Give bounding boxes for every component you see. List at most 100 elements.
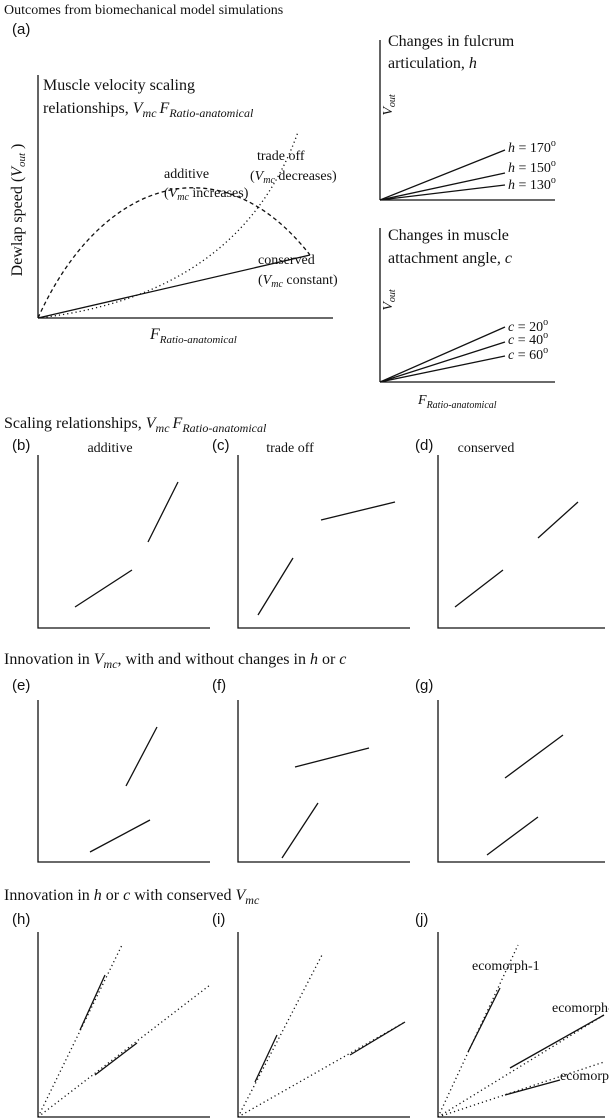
text-part: = 60 bbox=[514, 348, 543, 363]
title: articulation, h bbox=[388, 55, 477, 72]
title: Muscle velocity scaling bbox=[43, 77, 195, 94]
text-part: V bbox=[255, 169, 265, 184]
text-part: = 40 bbox=[514, 333, 543, 348]
text-part: Dewlap speed ( bbox=[9, 177, 26, 277]
text-part: h bbox=[94, 887, 102, 904]
y-label: Vout bbox=[381, 94, 398, 116]
text-part: constant) bbox=[283, 273, 338, 288]
label: (f) bbox=[212, 677, 226, 694]
curve-label: trade off bbox=[257, 149, 305, 164]
text-part: = 150 bbox=[515, 161, 551, 176]
panel-h: Changes in fulcrum articulation, h Vout … bbox=[379, 33, 556, 201]
label: (a) bbox=[12, 21, 30, 38]
text-part: F bbox=[417, 393, 427, 408]
text-part: Ratio-anatomical bbox=[159, 334, 237, 346]
text-part: F bbox=[159, 100, 170, 117]
x-label: FRatio-anatomical bbox=[149, 326, 237, 346]
label: (d) bbox=[415, 437, 433, 454]
label: (e) bbox=[12, 677, 30, 694]
line-label: h = 130o bbox=[508, 175, 556, 193]
panel-name: conserved bbox=[458, 441, 515, 456]
text-part: h bbox=[508, 161, 515, 176]
text-part: ( bbox=[164, 186, 169, 201]
text-part: o bbox=[551, 158, 556, 169]
text-part: = 170 bbox=[515, 141, 551, 156]
text-part: Ratio-anatomical bbox=[426, 400, 497, 411]
panel-c: Changes in muscle attachment angle, c Vo… bbox=[379, 227, 555, 411]
text-part: Ratio-anatomical bbox=[168, 106, 254, 120]
line-label: c = 60o bbox=[508, 345, 548, 363]
text-part: out bbox=[387, 94, 398, 107]
section-3: (e) (f) (g) bbox=[12, 677, 605, 863]
text-part: = 130 bbox=[515, 178, 551, 193]
text-part: V bbox=[236, 887, 248, 904]
section-4: (h) (i) (j) ecomorph-1 ecomorph-2 ecomor… bbox=[12, 911, 609, 1118]
title: Changes in muscle bbox=[388, 227, 509, 244]
text-part: V bbox=[381, 301, 396, 311]
label: (c) bbox=[212, 437, 230, 454]
line-label: c = 40o bbox=[508, 330, 548, 348]
text-part: c bbox=[505, 250, 512, 267]
text-part: , with and without changes in bbox=[118, 651, 310, 668]
text-part: V bbox=[146, 415, 158, 432]
x-label: FRatio-anatomical bbox=[417, 393, 497, 411]
text-part: Innovation in bbox=[4, 887, 94, 904]
curve-label: conserved bbox=[258, 253, 315, 268]
text-part: or bbox=[318, 651, 339, 668]
section-title: Innovation in Vmc, with and without chan… bbox=[4, 651, 346, 671]
label: (h) bbox=[12, 911, 30, 928]
text-part: V bbox=[263, 273, 273, 288]
title: attachment angle, c bbox=[388, 250, 512, 267]
text-part: F bbox=[149, 326, 160, 343]
text-part: V bbox=[9, 165, 26, 177]
text-part: mc bbox=[104, 657, 119, 671]
title: relationships, Vmc FRatio-anatomical bbox=[43, 100, 254, 120]
text-part: h bbox=[310, 651, 318, 668]
text-part: mc bbox=[156, 421, 171, 435]
panel-a: Muscle velocity scaling relationships, V… bbox=[9, 75, 338, 346]
text-part: o bbox=[551, 138, 556, 149]
text-part: h bbox=[508, 141, 515, 156]
text-part: o bbox=[543, 345, 548, 356]
section-title: Innovation in h or c with conserved Vmc bbox=[4, 887, 260, 907]
line-label: c = 20o bbox=[508, 317, 548, 335]
curve-label: (Vmc increases) bbox=[164, 186, 249, 203]
text-part: decreases) bbox=[275, 169, 337, 184]
text-part: or bbox=[102, 887, 123, 904]
text-part: mc bbox=[177, 192, 189, 203]
ecomorph-label: ecomorph-1 bbox=[472, 959, 540, 974]
line-label: h = 170o bbox=[508, 138, 556, 156]
panel-name: trade off bbox=[266, 441, 314, 456]
text-part: V bbox=[94, 651, 106, 668]
text-part: c bbox=[339, 651, 346, 668]
text-part: mc bbox=[143, 106, 158, 120]
text-part: ( bbox=[250, 169, 255, 184]
text-part: c bbox=[508, 348, 515, 363]
curve-label: (Vmc decreases) bbox=[250, 169, 337, 186]
panel-name: additive bbox=[87, 441, 132, 456]
text-part: Ratio-anatomical bbox=[181, 421, 267, 435]
text-part: articulation, bbox=[388, 55, 469, 72]
ecomorph-label: ecomorph-3 bbox=[560, 1069, 609, 1084]
section-title: Scaling relationships, Vmc FRatio-anatomi… bbox=[4, 415, 267, 435]
label: (i) bbox=[212, 911, 225, 928]
text-part: o bbox=[543, 317, 548, 328]
text-part: mc bbox=[271, 279, 283, 290]
label: (b) bbox=[12, 437, 30, 454]
text-part: mc bbox=[263, 175, 275, 186]
text-part: increases) bbox=[189, 186, 249, 201]
text-part: c bbox=[508, 320, 515, 335]
line-label: h = 150o bbox=[508, 158, 556, 176]
header: Outcomes from biomechanical model simula… bbox=[4, 3, 283, 18]
section-2: (b) (c) (d) additive trade off conserved bbox=[12, 437, 605, 629]
curve-label: additive bbox=[164, 167, 209, 182]
text-part: h bbox=[469, 55, 477, 72]
y-label: Vout bbox=[381, 289, 398, 311]
text-part: V bbox=[169, 186, 179, 201]
text-part: ( bbox=[258, 273, 263, 288]
text-part: V bbox=[381, 106, 396, 116]
ecomorph-label: ecomorph-2 bbox=[552, 1001, 609, 1016]
text-part: attachment angle, bbox=[388, 250, 505, 267]
label: (j) bbox=[415, 911, 428, 928]
